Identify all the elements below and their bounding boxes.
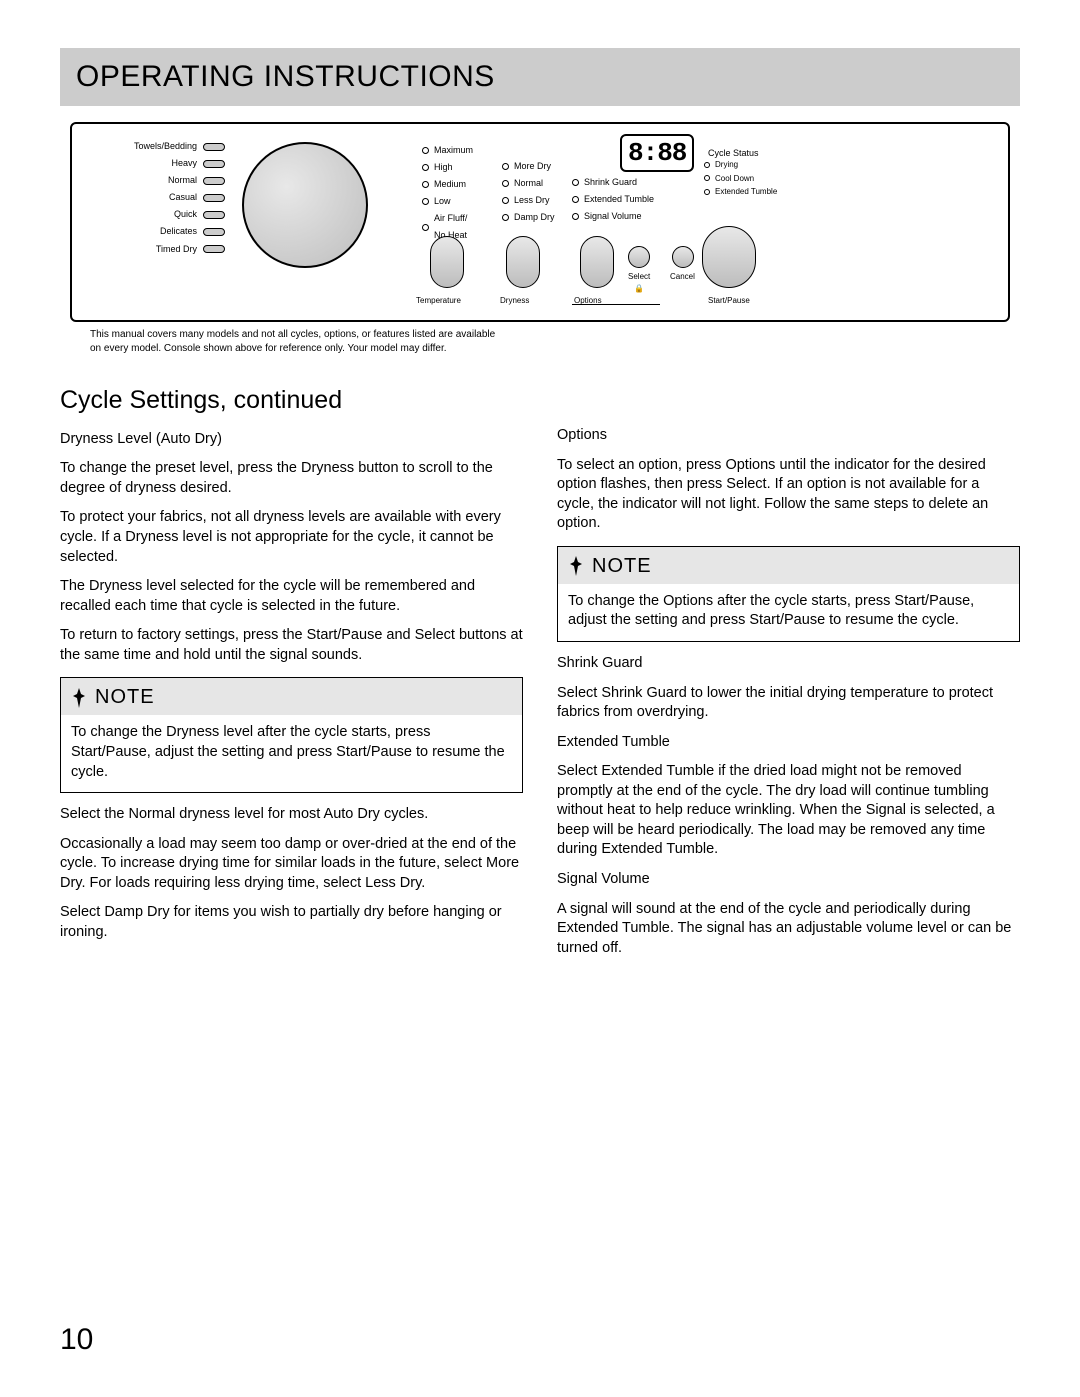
led-icon xyxy=(422,224,429,231)
control-panel-diagram: Towels/Bedding Heavy Normal Casual Quick… xyxy=(70,122,1010,322)
subheading: Signal Volume xyxy=(557,870,1020,890)
body-text: To change the preset level, press the Dr… xyxy=(60,459,523,498)
subsection-title: Cycle Settings, continued xyxy=(60,384,523,418)
cycle-indicator-icon xyxy=(203,211,225,219)
start-label: Start/Pause xyxy=(708,296,750,305)
body-text: To select an option, press Options until… xyxy=(557,456,1020,534)
cycle-indicator-icon xyxy=(203,177,225,185)
note-body: To change the Dryness level after the cy… xyxy=(61,715,522,792)
panel-caption: This manual covers many models and not a… xyxy=(90,328,1010,356)
dryness-options: More Dry Normal Less Dry Damp Dry xyxy=(502,158,555,226)
section-header: OPERATING INSTRUCTIONS xyxy=(60,48,1020,106)
lock-icon: 🔒 xyxy=(634,284,644,293)
cycle-indicator-icon xyxy=(203,143,225,151)
cycle-dial xyxy=(242,142,368,268)
left-column: Cycle Settings, continued Dryness Level … xyxy=(60,384,523,968)
body-text: To protect your fabrics, not all dryness… xyxy=(60,508,523,567)
subheading: Options xyxy=(557,426,1020,446)
cycle-label: Heavy xyxy=(172,155,198,172)
cycle-indicator-icon xyxy=(203,228,225,236)
subheading: Shrink Guard xyxy=(557,654,1020,674)
body-text: To return to factory settings, press the… xyxy=(60,626,523,665)
time-display: 8:88 xyxy=(620,134,694,172)
body-text: Select Damp Dry for items you wish to pa… xyxy=(60,903,523,942)
cycle-label: Casual xyxy=(169,189,197,206)
subheading: Extended Tumble xyxy=(557,733,1020,753)
note-box: NOTE To change the Dryness level after t… xyxy=(60,677,523,793)
body-text: Occasionally a load may seem too damp or… xyxy=(60,835,523,894)
cycle-indicator-icon xyxy=(203,194,225,202)
led-icon xyxy=(704,162,710,168)
section-title: OPERATING INSTRUCTIONS xyxy=(76,60,1004,94)
led-icon xyxy=(704,189,710,195)
body-text: Select Extended Tumble if the dried load… xyxy=(557,762,1020,860)
body-text: A signal will sound at the end of the cy… xyxy=(557,900,1020,959)
start-pause-button xyxy=(702,226,756,288)
body-text: The Dryness level selected for the cycle… xyxy=(60,577,523,616)
led-icon xyxy=(704,175,710,181)
body-text: Select the Normal dryness level for most… xyxy=(60,805,523,825)
temperature-label: Temperature xyxy=(416,296,461,305)
cycle-label: Towels/Bedding xyxy=(134,138,197,155)
cycle-indicator-icon xyxy=(203,245,225,253)
options-bracket xyxy=(572,304,660,305)
led-icon xyxy=(502,163,509,170)
led-icon xyxy=(422,181,429,188)
temperature-options: Maximum High Medium Low Air Fluff/ No He… xyxy=(422,142,473,245)
right-column: Options To select an option, press Optio… xyxy=(557,384,1020,968)
pushpin-icon xyxy=(568,556,584,576)
select-label: Select xyxy=(628,272,650,281)
led-icon xyxy=(422,198,429,205)
cancel-label: Cancel xyxy=(670,272,695,281)
led-icon xyxy=(422,164,429,171)
led-icon xyxy=(502,197,509,204)
subheading: Dryness Level (Auto Dry) xyxy=(60,430,523,450)
cycle-indicator-icon xyxy=(203,160,225,168)
body-text: Select Shrink Guard to lower the initial… xyxy=(557,684,1020,723)
note-title: NOTE xyxy=(95,684,155,711)
cycle-label: Normal xyxy=(168,172,197,189)
cycle-status-label: Cycle Status xyxy=(708,148,759,158)
led-icon xyxy=(502,180,509,187)
option-list: Shrink Guard Extended Tumble Signal Volu… xyxy=(572,174,654,225)
options-button xyxy=(580,236,614,288)
cycle-label: Quick xyxy=(174,206,197,223)
dryness-label: Dryness xyxy=(500,296,529,305)
note-body: To change the Options after the cycle st… xyxy=(558,584,1019,641)
cycle-list: Towels/Bedding Heavy Normal Casual Quick… xyxy=(134,138,225,258)
note-title: NOTE xyxy=(592,553,652,580)
note-box: NOTE To change the Options after the cyc… xyxy=(557,546,1020,642)
led-icon xyxy=(572,213,579,220)
led-icon xyxy=(572,179,579,186)
cycle-label: Delicates xyxy=(160,223,197,240)
led-icon xyxy=(502,214,509,221)
temperature-button xyxy=(430,236,464,288)
cycle-status-list: Drying Cool Down Extended Tumble xyxy=(704,158,777,199)
pushpin-icon xyxy=(71,688,87,708)
select-button xyxy=(628,246,650,268)
cycle-label: Timed Dry xyxy=(156,241,197,258)
dryness-button xyxy=(506,236,540,288)
led-icon xyxy=(422,147,429,154)
led-icon xyxy=(572,196,579,203)
cancel-button xyxy=(672,246,694,268)
page-number: 10 xyxy=(60,1323,93,1357)
